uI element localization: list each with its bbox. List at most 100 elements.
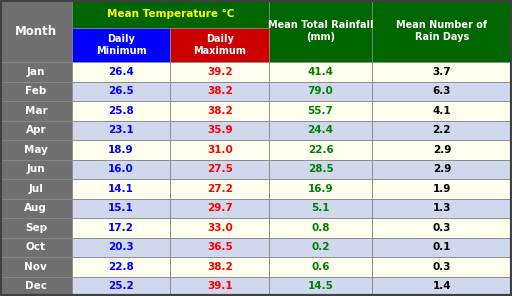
Text: 29.7: 29.7: [207, 203, 233, 213]
Bar: [72, 28, 170, 62]
Bar: [170, 237, 269, 257]
Text: Month: Month: [15, 25, 57, 38]
Text: 0.3: 0.3: [433, 223, 451, 233]
Text: 17.2: 17.2: [108, 223, 134, 233]
Text: 33.0: 33.0: [207, 223, 233, 233]
Text: 26.4: 26.4: [108, 67, 134, 77]
Text: 2.9: 2.9: [433, 145, 451, 155]
Bar: [269, 121, 372, 140]
Bar: [170, 179, 269, 199]
Text: 38.2: 38.2: [207, 262, 233, 272]
Bar: [0, 218, 72, 237]
Bar: [372, 160, 512, 179]
Text: 26.5: 26.5: [108, 86, 134, 96]
Text: 0.8: 0.8: [311, 223, 330, 233]
Bar: [269, 82, 372, 101]
Bar: [0, 140, 72, 160]
Text: Mar: Mar: [25, 106, 47, 116]
Text: 14.5: 14.5: [308, 281, 333, 291]
Text: 36.5: 36.5: [207, 242, 233, 252]
Text: Mean Total Rainfall
(mm): Mean Total Rainfall (mm): [268, 20, 373, 42]
Bar: [170, 121, 269, 140]
Text: 38.2: 38.2: [207, 86, 233, 96]
Bar: [372, 218, 512, 237]
Text: Nov: Nov: [25, 262, 47, 272]
Bar: [170, 28, 269, 62]
Text: Mean Number of
Rain Days: Mean Number of Rain Days: [396, 20, 487, 42]
Bar: [170, 140, 269, 160]
Bar: [170, 160, 269, 179]
Text: 23.1: 23.1: [108, 126, 134, 135]
Bar: [269, 101, 372, 121]
Bar: [0, 276, 72, 296]
Text: 1.4: 1.4: [433, 281, 451, 291]
Text: 20.3: 20.3: [108, 242, 134, 252]
Bar: [372, 199, 512, 218]
Bar: [72, 62, 170, 82]
Bar: [170, 199, 269, 218]
Bar: [72, 82, 170, 101]
Bar: [269, 276, 372, 296]
Bar: [269, 140, 372, 160]
Text: 18.9: 18.9: [108, 145, 134, 155]
Text: 4.1: 4.1: [433, 106, 451, 116]
Bar: [0, 62, 72, 82]
Bar: [72, 101, 170, 121]
Text: Daily
Maximum: Daily Maximum: [194, 34, 246, 56]
Text: 15.1: 15.1: [108, 203, 134, 213]
Text: Daily
Minimum: Daily Minimum: [96, 34, 146, 56]
Text: 24.4: 24.4: [308, 126, 333, 135]
Text: 39.2: 39.2: [207, 67, 233, 77]
Bar: [72, 218, 170, 237]
Bar: [72, 257, 170, 276]
Bar: [0, 0, 72, 62]
Bar: [372, 101, 512, 121]
Text: 27.2: 27.2: [207, 184, 233, 194]
Bar: [0, 160, 72, 179]
Bar: [0, 237, 72, 257]
Text: 5.1: 5.1: [311, 203, 330, 213]
Text: 6.3: 6.3: [433, 86, 451, 96]
Bar: [372, 82, 512, 101]
Bar: [372, 62, 512, 82]
Bar: [372, 121, 512, 140]
Text: 0.2: 0.2: [311, 242, 330, 252]
Text: 27.5: 27.5: [207, 164, 233, 174]
Text: Dec: Dec: [25, 281, 47, 291]
Bar: [170, 101, 269, 121]
Bar: [269, 218, 372, 237]
Text: 0.3: 0.3: [433, 262, 451, 272]
Bar: [72, 199, 170, 218]
Text: Aug: Aug: [25, 203, 47, 213]
Bar: [0, 121, 72, 140]
Bar: [72, 160, 170, 179]
Text: 38.2: 38.2: [207, 106, 233, 116]
Text: Oct: Oct: [26, 242, 46, 252]
Text: 39.1: 39.1: [207, 281, 233, 291]
Text: 14.1: 14.1: [108, 184, 134, 194]
Bar: [170, 82, 269, 101]
Text: 16.0: 16.0: [108, 164, 134, 174]
Text: 25.8: 25.8: [108, 106, 134, 116]
Bar: [0, 179, 72, 199]
Bar: [372, 237, 512, 257]
Bar: [0, 82, 72, 101]
Text: Jun: Jun: [27, 164, 45, 174]
Text: 25.2: 25.2: [108, 281, 134, 291]
Bar: [372, 276, 512, 296]
Text: 1.3: 1.3: [433, 203, 451, 213]
Text: 35.9: 35.9: [207, 126, 233, 135]
Text: Mean Temperature °C: Mean Temperature °C: [107, 9, 234, 19]
Text: 55.7: 55.7: [308, 106, 333, 116]
Bar: [269, 179, 372, 199]
Bar: [170, 257, 269, 276]
Bar: [72, 276, 170, 296]
Bar: [269, 237, 372, 257]
Text: Apr: Apr: [26, 126, 46, 135]
Bar: [170, 62, 269, 82]
Bar: [0, 101, 72, 121]
Text: 22.6: 22.6: [308, 145, 333, 155]
Bar: [170, 276, 269, 296]
Text: 22.8: 22.8: [108, 262, 134, 272]
Bar: [72, 179, 170, 199]
